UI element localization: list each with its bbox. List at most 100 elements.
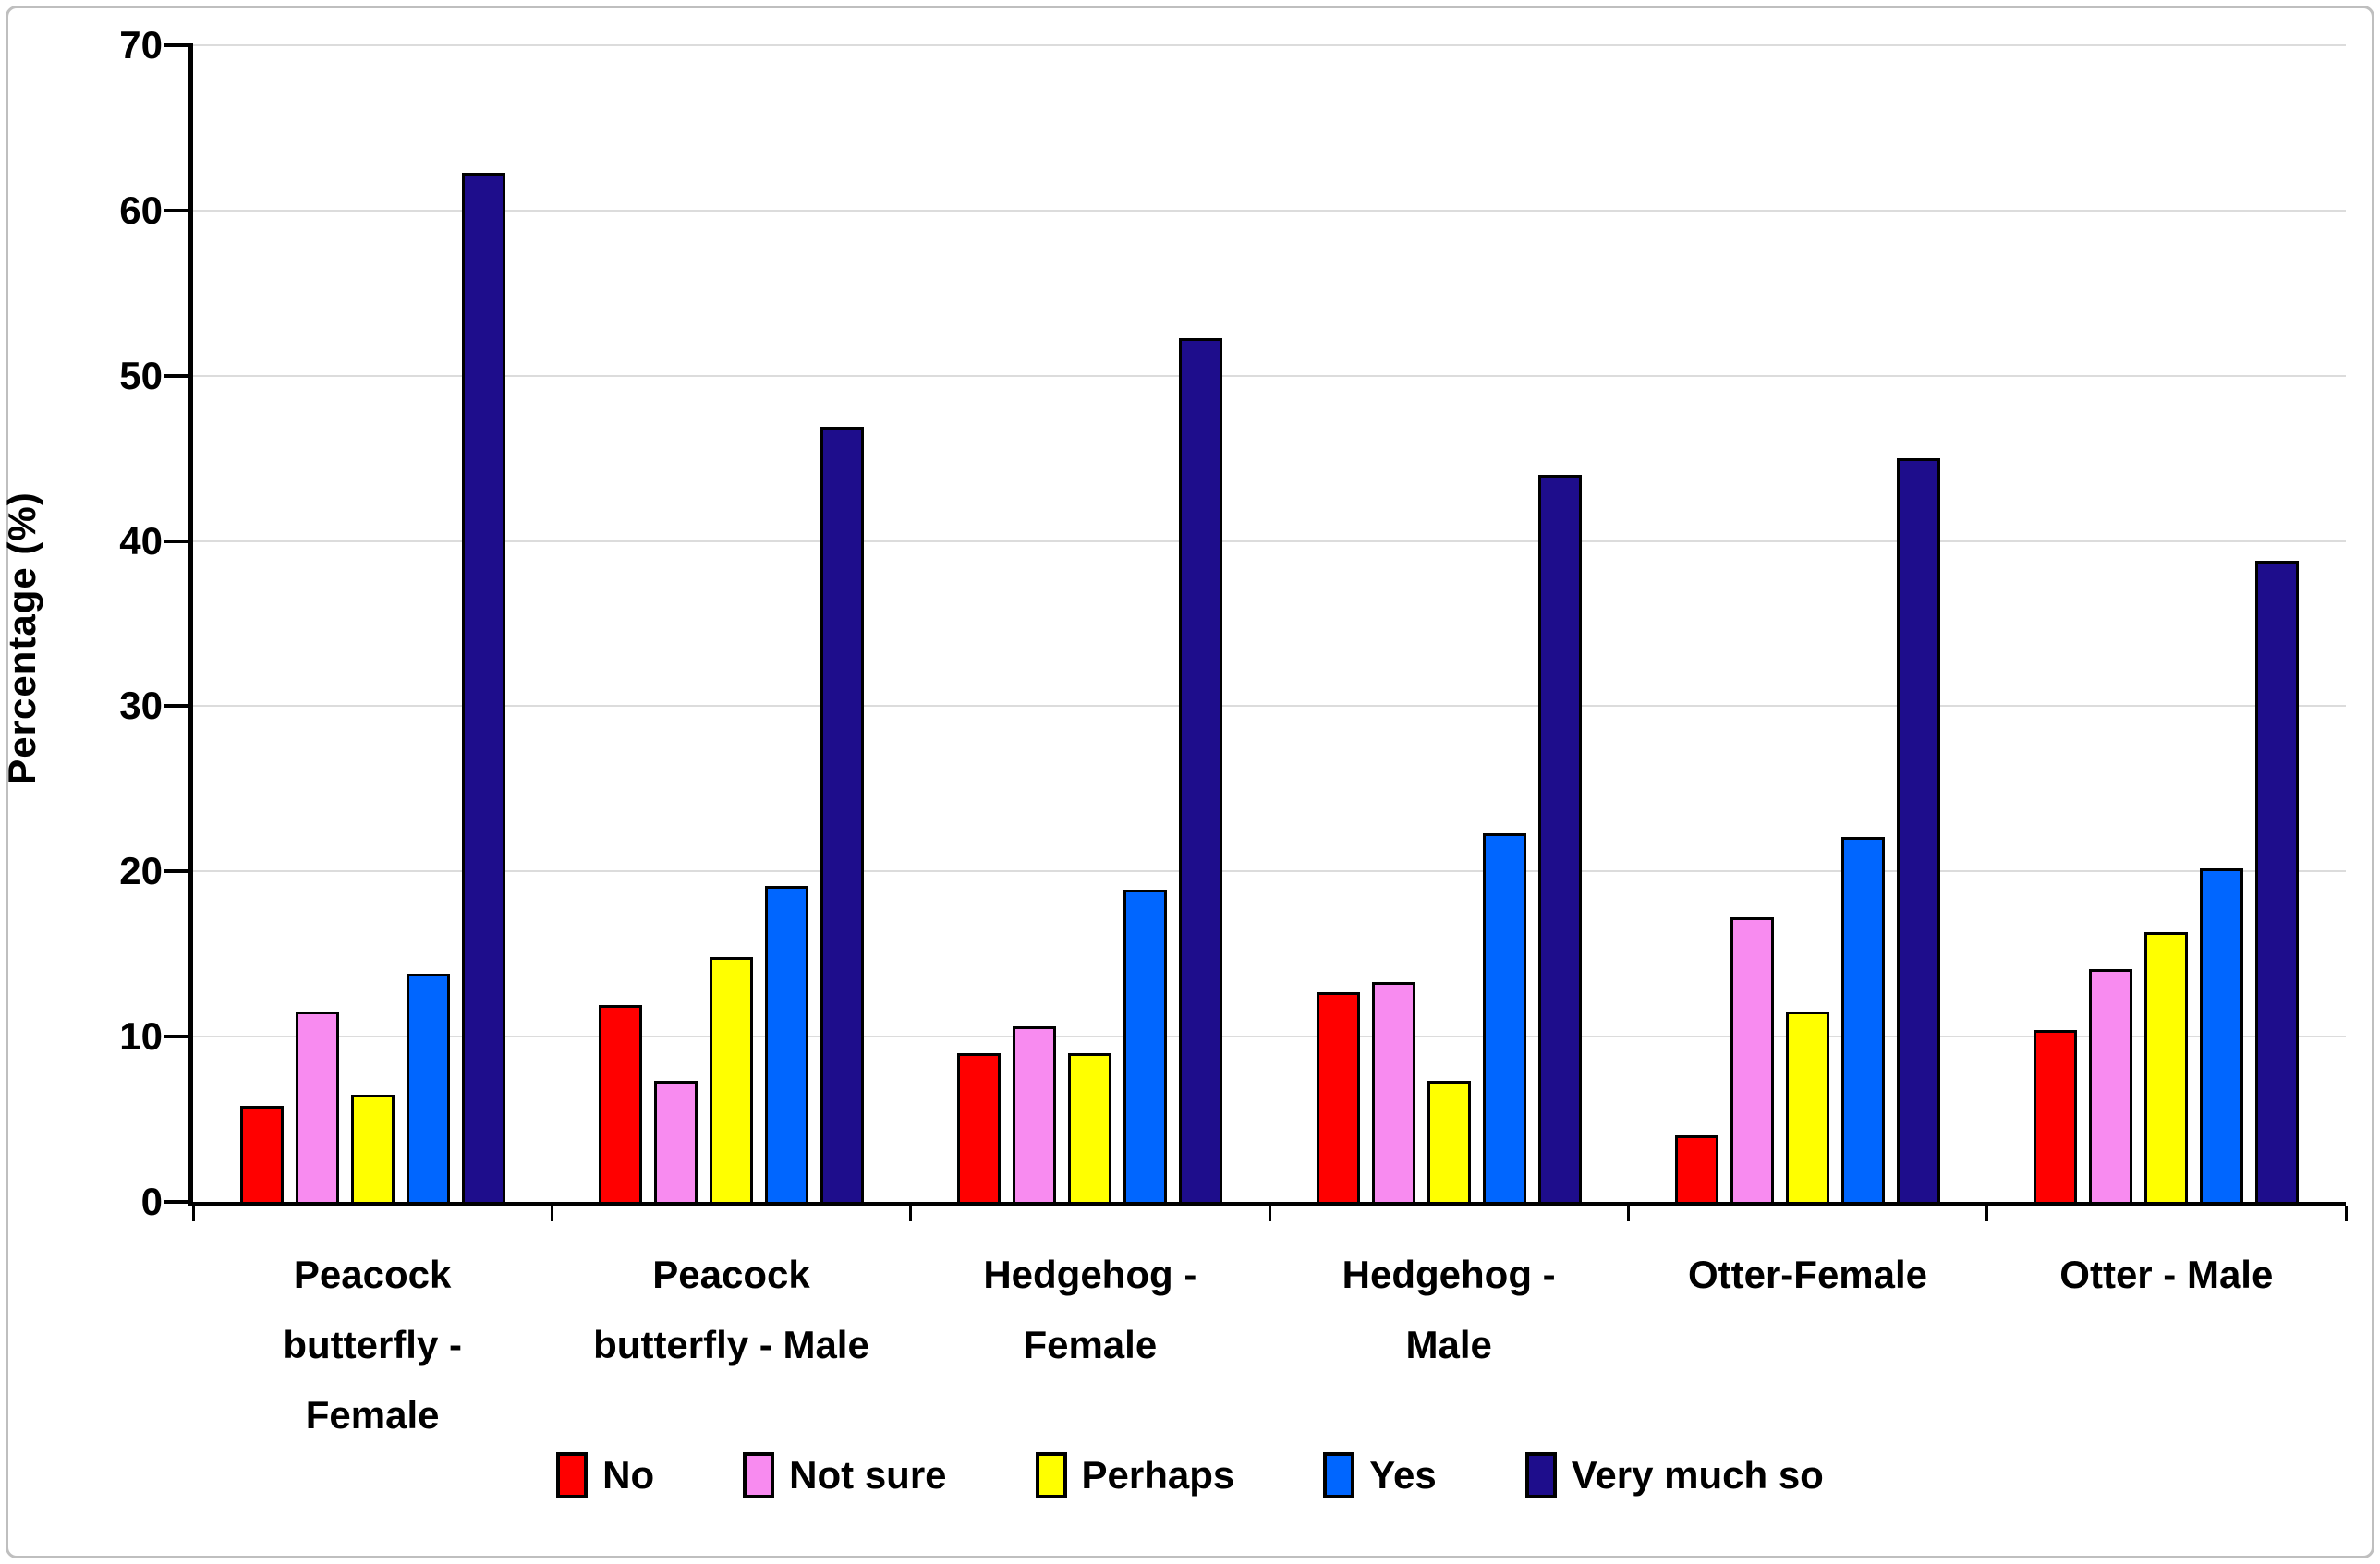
bar — [295, 1012, 339, 1202]
legend-swatch — [1035, 1452, 1067, 1498]
bar — [653, 1081, 698, 1202]
gridline — [193, 870, 2346, 873]
gridline — [193, 705, 2346, 708]
y-axis-tick — [164, 539, 193, 543]
x-axis-category-label-line: butterfly - Male — [593, 1323, 869, 1366]
legend-label: Very much so — [1571, 1453, 1824, 1497]
bar — [1785, 1012, 1829, 1202]
y-axis-tick-label: 10 — [119, 1014, 163, 1059]
bar — [1896, 458, 1940, 1202]
legend-label: Perhaps — [1081, 1453, 1235, 1497]
bar — [2144, 932, 2189, 1202]
bar — [1123, 889, 1168, 1202]
x-axis-category-label: Peacock butterfly - Female — [193, 1240, 552, 1450]
y-axis-tick — [164, 373, 193, 378]
legend-item: Perhaps — [1035, 1452, 1235, 1498]
x-axis-category-label: Otter - Male — [1987, 1240, 2346, 1310]
bar — [2200, 867, 2244, 1202]
bar — [1730, 917, 1774, 1202]
bar — [1840, 836, 1885, 1202]
x-axis-category-label: Otter-Female — [1628, 1240, 1986, 1310]
legend-swatch — [1524, 1452, 1557, 1498]
gridline — [193, 209, 2346, 212]
bar — [1482, 833, 1526, 1202]
bar — [1371, 982, 1415, 1202]
legend-item: No — [556, 1452, 654, 1498]
x-axis-category-label-line: Otter - Male — [2059, 1253, 2274, 1296]
y-axis-tick-label: 60 — [119, 188, 163, 232]
gridline — [193, 1036, 2346, 1038]
x-axis-category-label-line: Peacock — [293, 1253, 452, 1296]
legend-swatch — [556, 1452, 589, 1498]
x-axis-tick — [909, 1206, 913, 1221]
x-axis-category-label-line: Female — [305, 1393, 440, 1437]
bar-groups — [193, 45, 2346, 1202]
x-axis-category-label-line: Male — [1405, 1323, 1492, 1366]
legend-item: Yes — [1323, 1452, 1437, 1498]
legend: No Not sure Perhaps Yes Very much so — [0, 1452, 2380, 1498]
y-axis-line — [188, 43, 193, 1206]
legend-label: Yes — [1369, 1453, 1437, 1497]
x-axis-tick — [2344, 1206, 2348, 1221]
x-axis-tick — [550, 1206, 553, 1221]
bar — [406, 974, 450, 1202]
bar-group — [1987, 45, 2346, 1202]
bar — [1013, 1026, 1057, 1202]
bar — [709, 957, 753, 1202]
x-axis-category-label-line: Female — [1023, 1323, 1158, 1366]
bar — [1537, 475, 1582, 1202]
x-axis-category-label-line: Peacock — [652, 1253, 810, 1296]
bar — [239, 1106, 284, 1202]
gridline — [193, 44, 2346, 46]
y-axis-tick — [164, 1035, 193, 1039]
bar — [2089, 968, 2133, 1202]
x-axis-tick — [191, 1206, 195, 1221]
bar — [1179, 337, 1223, 1202]
y-axis-tick — [164, 869, 193, 874]
x-axis-category-label: Peacock butterfly - Male — [552, 1240, 910, 1380]
x-axis-tick — [1985, 1206, 1989, 1221]
bar — [2034, 1030, 2078, 1202]
y-axis-tick — [164, 1200, 193, 1204]
gridline — [193, 374, 2346, 377]
x-axis-category-label: Hedgehog - Male — [1269, 1240, 1628, 1380]
legend-label: No — [602, 1453, 655, 1497]
bar — [820, 427, 864, 1202]
gridline — [193, 540, 2346, 542]
legend-item: Not sure — [743, 1452, 947, 1498]
bar — [957, 1053, 1002, 1202]
legend-swatch — [743, 1452, 775, 1498]
y-axis-tick-label: 40 — [119, 518, 163, 563]
bar-group — [193, 45, 552, 1202]
bar-group — [911, 45, 1269, 1202]
y-axis-tick-label: 0 — [140, 1180, 163, 1223]
x-axis-category-label-line: Hedgehog - — [1342, 1253, 1556, 1296]
y-axis-tick — [164, 704, 193, 709]
bar — [1316, 991, 1360, 1202]
bar-group — [1628, 45, 1986, 1202]
x-axis-category-label-line: butterfly - — [283, 1323, 462, 1366]
bar — [1068, 1053, 1112, 1202]
bar — [2255, 561, 2300, 1202]
legend-label: Not sure — [789, 1453, 947, 1497]
bar — [461, 172, 505, 1202]
y-axis-tick-label: 70 — [119, 23, 163, 67]
y-axis-tick — [164, 208, 193, 212]
y-axis-tick — [164, 43, 193, 47]
y-axis-tick-label: 50 — [119, 353, 163, 397]
plot-area — [164, 43, 2348, 1221]
y-axis-tick-label: 20 — [119, 849, 163, 893]
bar — [598, 1005, 642, 1202]
x-axis-category-label-line: Otter-Female — [1687, 1253, 1928, 1296]
bar — [1427, 1081, 1471, 1202]
x-axis-tick — [1268, 1206, 1271, 1221]
x-axis-category-label: Hedgehog - Female — [911, 1240, 1269, 1380]
bar — [764, 886, 808, 1202]
y-axis-tick-labels: 0 10 20 30 40 50 60 70 — [0, 23, 163, 1223]
x-axis-category-label-line: Hedgehog - — [983, 1253, 1197, 1296]
bar — [1674, 1135, 1718, 1202]
x-axis-line — [188, 1202, 2346, 1206]
x-axis-tick — [1626, 1206, 1630, 1221]
legend-item: Very much so — [1524, 1452, 1824, 1498]
bar-group — [552, 45, 910, 1202]
